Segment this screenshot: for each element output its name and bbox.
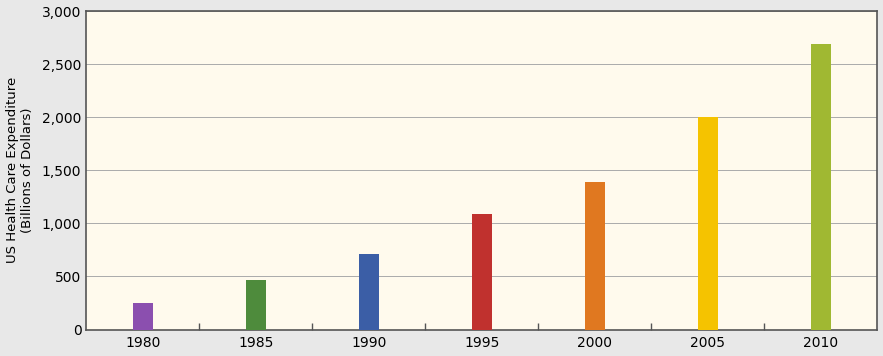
Bar (245, 279, 266, 330)
Bar (132, 303, 153, 330)
Bar (472, 214, 492, 330)
Bar (698, 117, 718, 330)
Bar (358, 254, 379, 330)
Bar (811, 44, 831, 330)
Bar (585, 182, 605, 330)
Y-axis label: US Health Care Expenditure
(Billions of Dollars): US Health Care Expenditure (Billions of … (5, 77, 34, 263)
